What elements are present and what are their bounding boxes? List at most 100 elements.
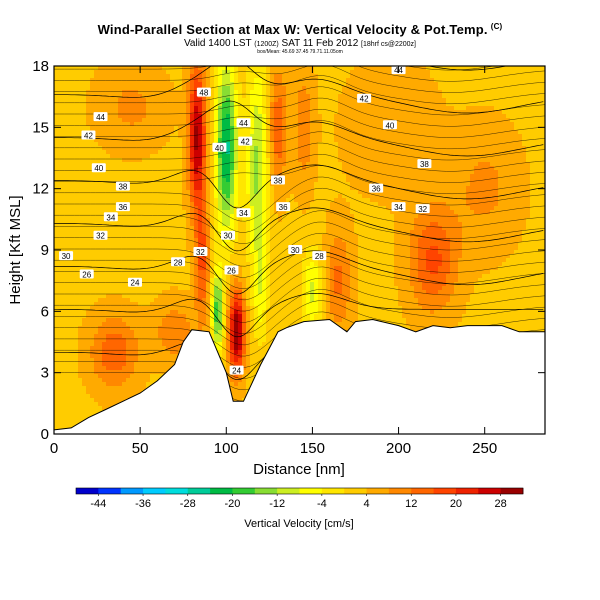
- w-cell: [78, 362, 83, 367]
- w-cell: [122, 118, 127, 123]
- w-cell: [194, 122, 199, 127]
- w-cell: [90, 150, 95, 155]
- w-cell: [62, 82, 67, 87]
- w-cell: [82, 414, 87, 419]
- w-cell: [190, 206, 195, 211]
- w-cell: [86, 138, 91, 143]
- w-cell: [94, 130, 99, 135]
- w-cell: [266, 154, 271, 159]
- w-cell: [54, 410, 59, 415]
- w-cell: [242, 126, 247, 131]
- w-cell: [182, 242, 187, 247]
- w-cell: [222, 238, 227, 243]
- w-cell: [254, 186, 259, 191]
- w-cell: [130, 302, 135, 307]
- w-cell: [170, 106, 175, 111]
- w-cell: [130, 250, 135, 255]
- w-cell: [250, 66, 255, 71]
- w-cell: [86, 330, 91, 335]
- w-cell: [250, 310, 255, 315]
- w-cell: [238, 390, 243, 395]
- w-cell: [146, 382, 151, 387]
- w-cell: [102, 294, 107, 299]
- w-cell: [190, 174, 195, 179]
- w-cell: [130, 338, 135, 343]
- w-cell: [114, 174, 119, 179]
- w-cell: [110, 250, 115, 255]
- w-cell: [66, 246, 71, 251]
- w-cell: [166, 194, 171, 199]
- w-cell: [90, 250, 95, 255]
- w-cell: [70, 66, 75, 71]
- w-cell: [102, 278, 107, 283]
- w-cell: [74, 218, 79, 223]
- w-cell: [110, 82, 115, 87]
- w-cell: [82, 110, 87, 115]
- w-cell: [194, 154, 199, 159]
- w-cell: [162, 346, 167, 351]
- w-cell: [154, 74, 159, 79]
- w-cell: [66, 390, 71, 395]
- w-cell: [226, 70, 231, 75]
- w-cell: [98, 278, 103, 283]
- w-cell: [102, 306, 107, 311]
- w-cell: [86, 186, 91, 191]
- w-cell: [186, 114, 191, 119]
- w-cell: [110, 166, 115, 171]
- w-cell: [210, 334, 215, 339]
- w-cell: [238, 130, 243, 135]
- w-cell: [82, 322, 87, 327]
- w-cell: [226, 206, 231, 211]
- w-cell: [98, 178, 103, 183]
- w-cell: [122, 106, 127, 111]
- w-cell: [86, 342, 91, 347]
- w-cell: [218, 282, 223, 287]
- w-cell: [202, 134, 207, 139]
- w-cell: [266, 190, 271, 195]
- w-cell: [146, 114, 151, 119]
- w-cell: [182, 206, 187, 211]
- w-cell: [154, 190, 159, 195]
- w-cell: [94, 70, 99, 75]
- w-cell: [106, 310, 111, 315]
- w-cell: [106, 190, 111, 195]
- w-cell: [62, 106, 67, 111]
- w-cell: [182, 270, 187, 275]
- w-cell: [258, 274, 263, 279]
- w-cell: [54, 250, 59, 255]
- w-cell: [70, 150, 75, 155]
- w-cell: [78, 394, 83, 399]
- w-cell: [222, 70, 227, 75]
- w-cell: [230, 110, 235, 115]
- w-cell: [270, 138, 275, 143]
- w-cell: [142, 246, 147, 251]
- w-cell: [90, 234, 95, 239]
- w-cell: [110, 194, 115, 199]
- w-cell: [210, 182, 215, 187]
- w-cell: [186, 126, 191, 131]
- w-cell: [162, 298, 167, 303]
- w-cell: [230, 326, 235, 331]
- w-cell: [94, 82, 99, 87]
- w-cell: [62, 110, 67, 115]
- w-cell: [62, 402, 67, 407]
- w-cell: [122, 94, 127, 99]
- w-cell: [142, 110, 147, 115]
- w-cell: [190, 146, 195, 151]
- w-cell: [242, 334, 247, 339]
- w-cell: [170, 254, 175, 259]
- w-cell: [254, 314, 259, 319]
- w-cell: [186, 226, 191, 231]
- w-cell: [106, 198, 111, 203]
- w-cell: [206, 274, 211, 279]
- w-cell: [58, 170, 63, 175]
- w-cell: [62, 226, 67, 231]
- w-cell: [238, 278, 243, 283]
- w-cell: [150, 126, 155, 131]
- w-cell: [242, 226, 247, 231]
- w-cell: [254, 138, 259, 143]
- w-cell: [266, 302, 271, 307]
- w-cell: [70, 154, 75, 159]
- w-cell: [122, 134, 127, 139]
- w-cell: [218, 246, 223, 251]
